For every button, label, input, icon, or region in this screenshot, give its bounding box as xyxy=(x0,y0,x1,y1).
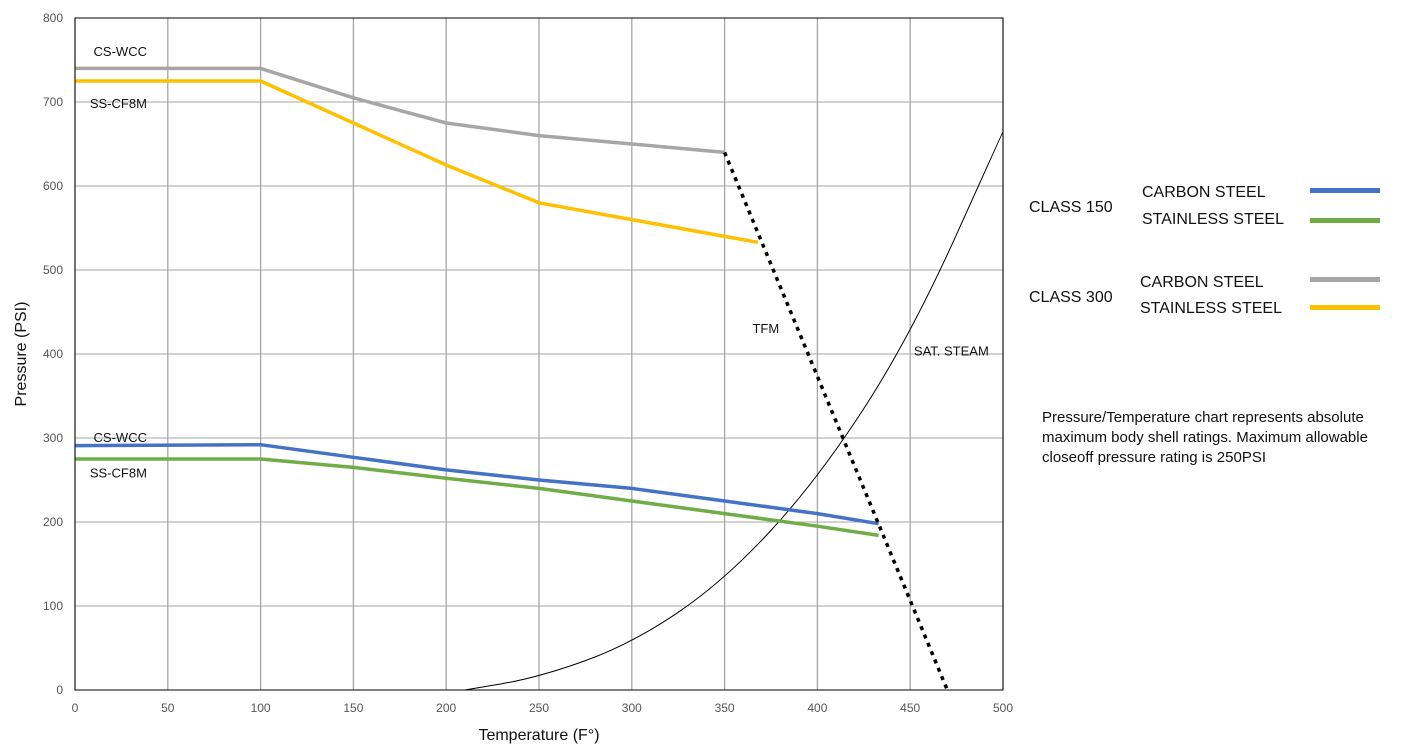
y-tick-label: 700 xyxy=(43,95,63,109)
x-tick-label: 500 xyxy=(993,701,1013,715)
annotation-label: SS-CF8M xyxy=(90,96,147,111)
legend-class-150-carbon-steel-label: CARBON STEEL xyxy=(1142,184,1266,201)
annotation-label: SAT. STEAM xyxy=(914,344,989,359)
annotations: CS-WCC SS-CF8M CS-WCC SS-CF8M TFM SAT. STEAM xyxy=(90,44,989,481)
legend-class-300-carbon-steel-label: CARBON STEEL xyxy=(1140,274,1264,291)
legend-class-150-stainless-steel-label: STAINLESS STEEL xyxy=(1142,211,1284,228)
data-series xyxy=(74,66,949,691)
y-axis-title: Pressure (PSI) xyxy=(13,302,30,407)
series-line-c150_ss xyxy=(75,457,879,538)
x-tick-label: 250 xyxy=(529,701,549,715)
legend-class-300-carbon-steel-swatch xyxy=(1310,277,1380,282)
legend-class-300-stainless-steel-label: STAINLESS STEEL xyxy=(1140,300,1282,317)
annotation-label: SS-CF8M xyxy=(90,465,147,480)
y-axis-ticks: 0 100 200 300 400 500 600 700 800 xyxy=(43,11,63,697)
y-tick-label: 600 xyxy=(43,179,63,193)
legend-class-150-label: CLASS 150 xyxy=(1029,199,1113,216)
y-tick-label: 200 xyxy=(43,515,63,529)
legend-class-150-stainless-steel-swatch xyxy=(1310,218,1380,223)
series-line-c300_ss xyxy=(75,79,759,245)
x-tick-label: 300 xyxy=(622,701,642,715)
annotation-label: CS-WCC xyxy=(94,44,147,59)
legend-class-300-label: CLASS 300 xyxy=(1029,289,1113,306)
x-tick-label: 0 xyxy=(72,701,79,715)
tfm-limit-line xyxy=(722,151,949,691)
series-line-c300_cs xyxy=(75,66,725,155)
y-tick-label: 300 xyxy=(43,431,63,445)
x-tick-label: 150 xyxy=(343,701,363,715)
x-tick-label: 400 xyxy=(807,701,827,715)
legend-class-150-carbon-steel-swatch xyxy=(1310,188,1380,193)
y-tick-label: 400 xyxy=(43,347,63,361)
x-tick-label: 350 xyxy=(715,701,735,715)
x-tick-label: 100 xyxy=(251,701,271,715)
x-axis-ticks: 0 50 100 150 200 250 300 350 400 450 500 xyxy=(72,701,1014,715)
reference-curves xyxy=(464,131,1004,691)
x-axis-title: Temperature (F°) xyxy=(478,727,599,744)
chart-note: Pressure/Temperature chart represents ab… xyxy=(1042,409,1368,466)
x-tick-label: 450 xyxy=(900,701,920,715)
y-tick-label: 100 xyxy=(43,599,63,613)
y-tick-label: 800 xyxy=(43,11,63,25)
x-tick-label: 200 xyxy=(436,701,456,715)
sat-steam-curve xyxy=(464,131,1004,691)
annotation-label: TFM xyxy=(752,321,779,336)
y-tick-label: 500 xyxy=(43,263,63,277)
series-line-c150_cs xyxy=(74,442,879,526)
x-tick-label: 50 xyxy=(161,701,175,715)
y-tick-label: 0 xyxy=(56,683,63,697)
annotation-label: CS-WCC xyxy=(94,430,147,445)
legend-class-300-stainless-steel-swatch xyxy=(1310,305,1380,310)
plot-frame xyxy=(74,17,1004,691)
grid-lines xyxy=(74,17,1004,691)
